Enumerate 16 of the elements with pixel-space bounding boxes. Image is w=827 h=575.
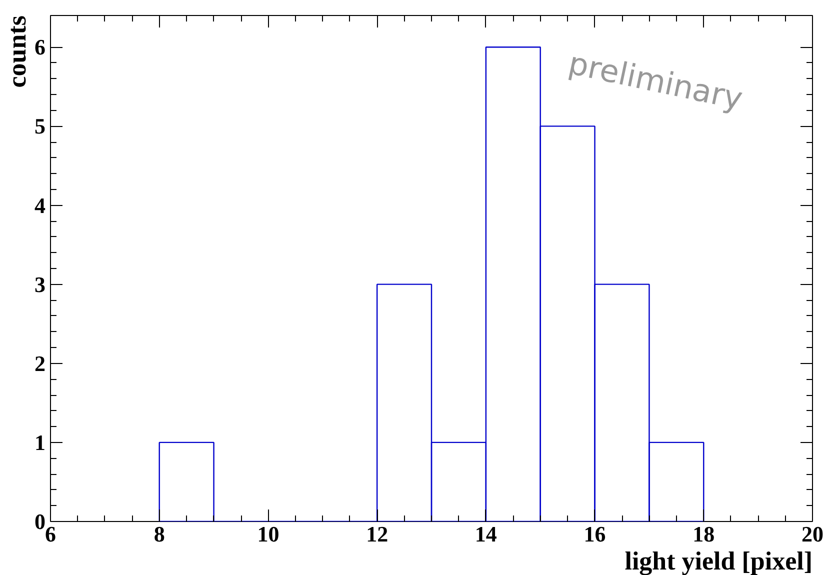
y-axis-title: counts [2,15,32,88]
y-tick-label: 2 [34,350,46,376]
y-tick-label: 5 [34,114,46,139]
y-tick-label: 1 [34,430,46,455]
y-tick-label: 0 [34,509,46,534]
x-tick-label: 8 [154,522,165,546]
x-tick-label: 20 [802,522,824,546]
x-tick-label: 14 [474,522,497,546]
x-axis-title: light yield [pixel] [624,546,813,575]
y-tick-label: 4 [34,192,46,218]
x-tick-label: 10 [257,522,280,546]
y-tick-label: 6 [34,34,46,60]
x-tick-label: 18 [692,522,715,546]
x-tick-label: 16 [584,522,606,546]
x-tick-label: 12 [366,522,388,546]
y-tick-label: 3 [34,272,46,297]
